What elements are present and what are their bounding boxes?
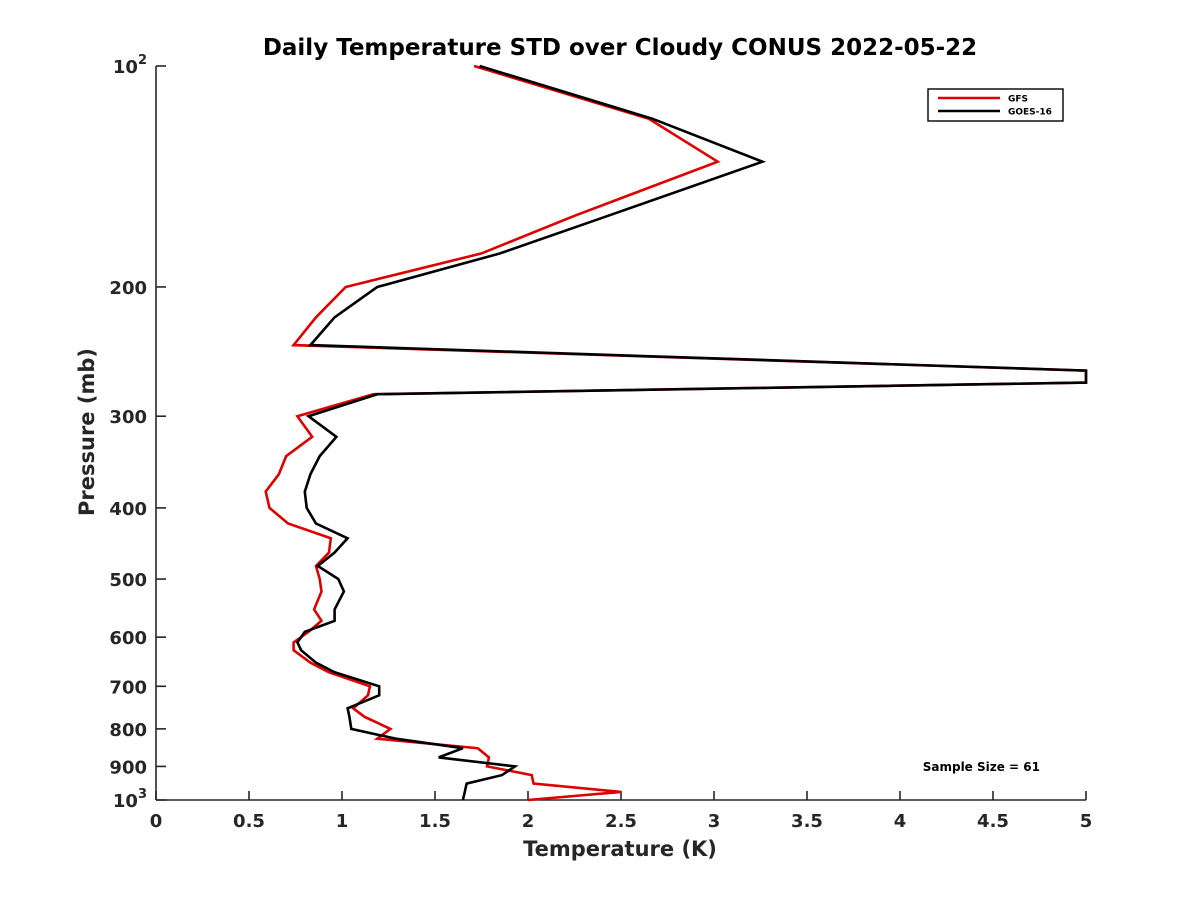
x-tick-label: 0.5 <box>233 811 265 832</box>
y-tick-label: 200 <box>109 278 147 299</box>
x-tick-label: 2.5 <box>605 811 637 832</box>
y-tick-label: 103 <box>113 787 147 812</box>
y-tick-label: 500 <box>109 570 147 591</box>
y-tick-label: 800 <box>109 720 147 741</box>
series-layer <box>264 64 1088 802</box>
series-line-goes-16 <box>295 64 1088 801</box>
x-axis-label: Temperature (K) <box>523 837 717 861</box>
x-tick-label: 4 <box>894 811 907 832</box>
y-tick-label: 102 <box>113 53 147 78</box>
legend-box <box>927 88 1064 122</box>
x-tick-label: 5 <box>1080 811 1093 832</box>
y-tick-label: 700 <box>109 677 147 698</box>
legend-entry: GOES-16 <box>1008 108 1052 118</box>
axes: 0 0.5 1 1.5 2 2.5 3 3.5 4 4.5 5 102 200 300 400 500 600 7… <box>109 53 1092 832</box>
legend: GFS GOES-16 <box>927 88 1064 122</box>
legend-entry: GFS <box>1008 95 1028 105</box>
x-tick-label: 1 <box>336 811 349 832</box>
x-tick-label: 3 <box>708 811 721 832</box>
y-axis-label: Pressure (mb) <box>75 348 99 516</box>
x-tick-label: 2 <box>522 811 535 832</box>
x-tick-label: 4.5 <box>977 811 1009 832</box>
x-tick-label: 1.5 <box>419 811 451 832</box>
sample-size-annotation: Sample Size = 61 <box>923 760 1040 774</box>
y-tick-label: 400 <box>109 499 147 520</box>
series-line-gfs <box>264 64 1088 802</box>
chart-title: Daily Temperature STD over Cloudy CONUS … <box>263 35 977 61</box>
y-tick-label: 600 <box>109 628 147 649</box>
x-tick-label: 0 <box>150 811 163 832</box>
y-tick-label: 900 <box>109 757 147 778</box>
y-tick-label: 300 <box>109 407 147 428</box>
x-tick-label: 3.5 <box>791 811 823 832</box>
